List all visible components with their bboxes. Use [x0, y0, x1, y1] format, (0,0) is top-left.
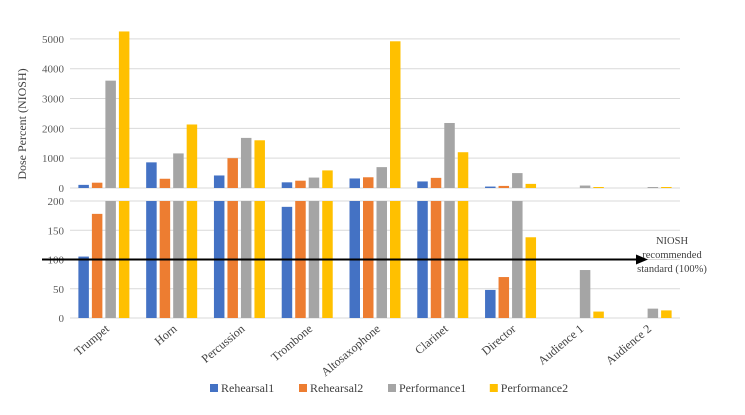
lower-y-tick-label: 200 — [48, 196, 65, 208]
bar-upper-Performance2-Audience 2 — [661, 187, 672, 188]
bar-upper-Rehearsal1-Trumpet — [78, 184, 89, 188]
bar-lower-Rehearsal1-Trumpet — [78, 256, 89, 318]
legend-swatch-Rehearsal2 — [299, 384, 307, 392]
reference-label-line-3: standard (100%) — [637, 264, 707, 275]
bar-upper-Performance1-Audience 1 — [579, 185, 591, 188]
bar-lower-Performance1-Audience 2 — [647, 308, 659, 318]
bar-upper-Rehearsal1-Clarinet — [417, 181, 428, 188]
bar-lower-Rehearsal1-Director — [485, 289, 496, 318]
y-tick-labels: 010002000300040005000050100150200 — [42, 34, 65, 325]
bar-lower-Performance1-Audience 1 — [579, 270, 591, 318]
bar-lower-Rehearsal2-Trumpet — [91, 213, 103, 318]
legend: Rehearsal1 Rehearsal2 Performance1 Performa… — [210, 381, 568, 395]
upper-y-tick-label: 1000 — [42, 153, 65, 165]
lower-y-tick-label: 0 — [59, 313, 65, 325]
bar-lower-Performance2-Director — [525, 237, 537, 318]
bar-lower-Performance2-Audience 1 — [593, 311, 604, 318]
bar-upper-Performance2-Trombone — [322, 170, 333, 188]
bar-upper-Rehearsal2-Clarinet — [430, 177, 442, 188]
bar-upper-Rehearsal1-Trombone — [281, 182, 293, 188]
bar-upper-Rehearsal1-Horn — [146, 162, 157, 188]
bar-upper-Performance1-Clarinet — [444, 122, 455, 188]
legend-swatch-Performance2 — [489, 384, 498, 392]
reference-label-line-1: NIOSH — [656, 236, 689, 247]
bar-upper-Performance2-Trumpet — [118, 31, 130, 189]
bar-upper-Performance1-Horn — [173, 153, 184, 188]
x-label-Horn: Horn — [152, 322, 180, 349]
bar-upper-Performance2-Percussion — [254, 140, 265, 188]
bar-lower-Rehearsal1-Trombone — [281, 206, 293, 318]
bar-upper-Rehearsal2-Horn — [159, 178, 171, 188]
bar-upper-Rehearsal1-Altosaxophone — [349, 178, 360, 188]
x-label-Audience 1: Audience 1 — [535, 322, 586, 368]
bar-upper-Performance2-Director — [525, 183, 537, 188]
legend-label-Rehearsal2: Rehearsal2 — [310, 381, 363, 395]
bar-upper-Performance2-Audience 1 — [593, 187, 604, 188]
upper-y-tick-label: 0 — [59, 183, 65, 195]
bar-upper-Performance1-Altosaxophone — [376, 167, 387, 188]
lower-y-tick-label: 150 — [48, 225, 65, 237]
legend-swatch-Performance1 — [388, 384, 396, 392]
upper-y-tick-label: 2000 — [42, 123, 65, 135]
upper-y-tick-label: 5000 — [42, 34, 65, 46]
x-label-Percussion: Percussion — [199, 322, 248, 366]
bar-upper-Performance2-Clarinet — [457, 152, 469, 188]
bar-upper-Performance1-Percussion — [240, 137, 252, 188]
x-label-Audience 2: Audience 2 — [603, 322, 654, 368]
bar-upper-Rehearsal2-Altosaxophone — [363, 177, 374, 188]
x-label-Trombone: Trombone — [268, 322, 315, 365]
bar-upper-Rehearsal1-Percussion — [213, 175, 225, 188]
x-label-Trumpet: Trumpet — [71, 321, 112, 358]
legend-swatch-Rehearsal1 — [210, 384, 218, 392]
bar-upper-Performance1-Trombone — [308, 177, 320, 188]
legend-label-Performance1: Performance1 — [399, 381, 466, 395]
y-axis-title: Dose Percent (NIOSH) — [15, 68, 29, 179]
bar-upper-Performance2-Altosaxophone — [390, 41, 401, 189]
bar-upper-Performance1-Audience 2 — [647, 187, 659, 188]
reference-arrow-head — [636, 254, 648, 265]
x-label-Director: Director — [479, 322, 519, 358]
bar-upper-Performance1-Trumpet — [105, 80, 116, 188]
bar-upper-Rehearsal2-Trumpet — [91, 182, 103, 188]
legend-label-Performance2: Performance2 — [501, 381, 568, 395]
reference-line-group: NIOSH recommended standard (100%) — [42, 236, 707, 275]
bar-lower-Performance2-Audience 2 — [661, 310, 672, 318]
upper-y-tick-label: 3000 — [42, 94, 65, 106]
x-label-Altosaxophone: Altosaxophone — [318, 322, 383, 379]
x-label-Clarinet: Clarinet — [412, 321, 451, 357]
bar-upper-Performance1-Director — [512, 173, 523, 188]
legend-label-Rehearsal1: Rehearsal1 — [221, 381, 274, 395]
x-category-labels: Trumpet Horn Percussion Trombone Altosaxopho… — [71, 321, 654, 379]
bar-lower-Rehearsal2-Director — [498, 277, 510, 318]
reference-label-line-2: recommended — [642, 250, 702, 261]
bar-upper-Rehearsal2-Trombone — [295, 180, 306, 188]
lower-y-tick-label: 50 — [53, 284, 65, 296]
bars — [78, 31, 672, 318]
bar-upper-Rehearsal2-Director — [498, 185, 510, 188]
bar-upper-Rehearsal2-Percussion — [227, 158, 238, 188]
bar-upper-Rehearsal1-Director — [485, 186, 496, 188]
bar-upper-Performance2-Horn — [186, 124, 198, 188]
upper-y-tick-label: 4000 — [42, 64, 65, 76]
